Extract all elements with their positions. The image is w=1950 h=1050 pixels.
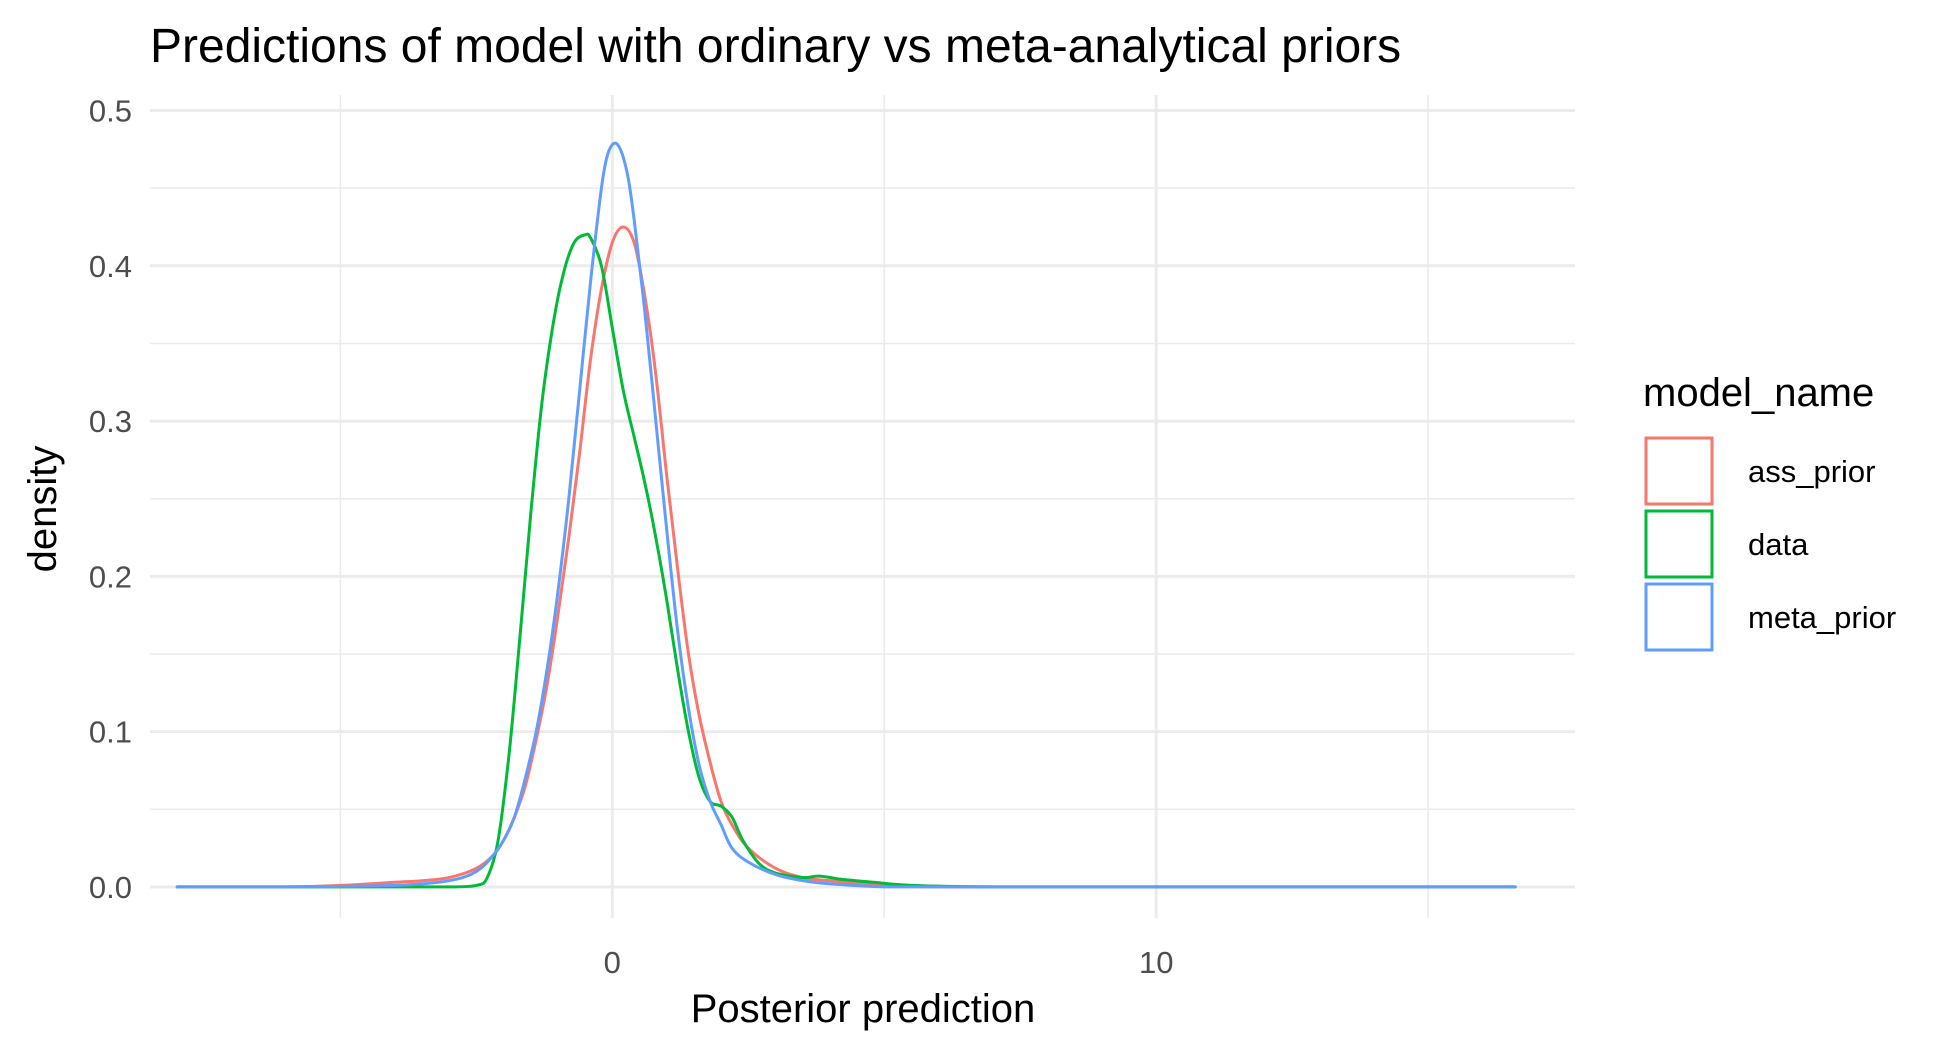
legend-key-meta-prior: [1644, 582, 1714, 652]
x-axis-title: Posterior prediction: [691, 987, 1036, 1031]
series-lines: [175, 141, 1517, 889]
legend-key-data: [1644, 509, 1714, 579]
y-tick-label: 0.0: [89, 870, 132, 905]
x-tick-label: 0: [604, 945, 621, 980]
legend-label: data: [1748, 527, 1809, 562]
y-tick-label: 0.4: [89, 249, 132, 284]
density-line-meta-prior: [175, 141, 1517, 889]
density-line-ass-prior: [175, 225, 1517, 889]
axis-ticks: 0.0 0.1 0.2 0.3 0.4 0.5 0 10: [89, 94, 1174, 980]
y-tick-label: 0.1: [89, 715, 132, 750]
y-tick-label: 0.3: [89, 404, 132, 439]
y-tick-label: 0.5: [89, 94, 132, 129]
grid: [150, 95, 1575, 918]
chart-title: Predictions of model with ordinary vs me…: [150, 20, 1401, 73]
legend-label: meta_prior: [1748, 600, 1896, 635]
legend-label: ass_prior: [1748, 454, 1876, 489]
density-line-data: [175, 232, 1517, 889]
legend-key-ass-prior: [1644, 436, 1714, 506]
legend-title: model_name: [1643, 371, 1874, 415]
y-axis-title: density: [21, 446, 65, 573]
x-tick-label: 10: [1139, 945, 1173, 980]
y-tick-label: 0.2: [89, 559, 132, 594]
